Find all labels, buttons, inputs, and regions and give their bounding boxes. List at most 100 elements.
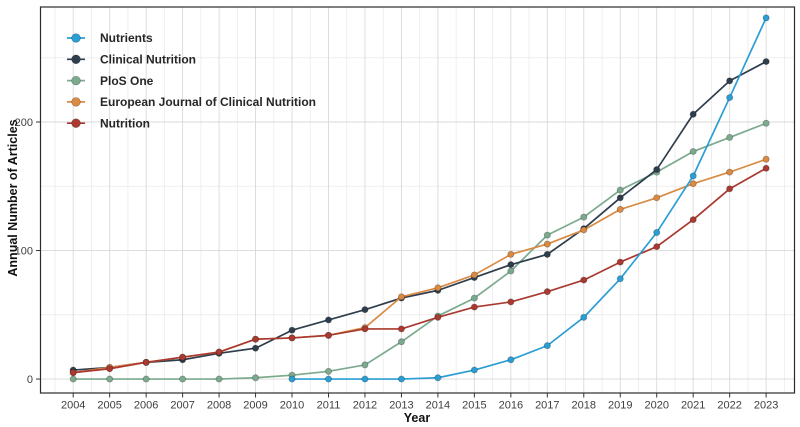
- data-point: [470, 366, 478, 374]
- legend-label: PloS One: [100, 74, 154, 88]
- data-point: [762, 14, 770, 22]
- legend-marker: [71, 33, 81, 43]
- data-point: [361, 375, 369, 383]
- x-tick-label: 2014: [426, 400, 450, 412]
- y-tick-label: 200: [15, 117, 33, 129]
- data-point: [215, 375, 223, 383]
- data-point: [434, 313, 442, 321]
- data-point: [397, 325, 405, 333]
- data-point: [689, 172, 697, 180]
- data-point: [653, 243, 661, 251]
- data-point: [616, 186, 624, 194]
- data-point: [361, 325, 369, 333]
- legend-marker: [71, 54, 81, 65]
- data-point: [397, 293, 405, 301]
- data-point: [179, 375, 187, 383]
- x-axis: 2004 2005 2006 2007 2008 2009 2010 2011 2012 2013…: [61, 393, 778, 412]
- legend-label: Nutrients: [100, 31, 153, 45]
- series-nutrients: [288, 14, 770, 383]
- legend-item-nutrients: Nutrients: [67, 31, 153, 45]
- data-point: [324, 331, 332, 339]
- data-point: [507, 250, 515, 258]
- series-points-nutrients: [288, 14, 770, 383]
- data-point: [397, 375, 405, 383]
- data-point: [543, 288, 551, 296]
- data-point: [726, 133, 734, 141]
- x-tick-label: 2011: [317, 400, 341, 412]
- data-point: [142, 375, 150, 383]
- x-tick-label: 2008: [207, 400, 231, 412]
- data-point: [580, 213, 588, 221]
- data-point: [507, 267, 515, 275]
- data-point: [434, 374, 442, 382]
- x-tick-label: 2005: [97, 400, 121, 412]
- data-point: [69, 375, 77, 383]
- x-tick-label: 2004: [61, 400, 85, 412]
- y-axis-title: Annual Number of Articles: [6, 119, 20, 277]
- data-point: [726, 185, 734, 193]
- data-point: [324, 316, 332, 324]
- data-point: [726, 168, 734, 176]
- data-point: [179, 353, 187, 361]
- data-point: [616, 194, 624, 202]
- series-nutrition: [69, 164, 770, 377]
- x-tick-label: 2006: [134, 400, 158, 412]
- legend-item-nutrition: Nutrition: [67, 116, 150, 130]
- data-point: [762, 119, 770, 127]
- data-point: [106, 365, 114, 373]
- data-point: [543, 250, 551, 258]
- data-point: [762, 164, 770, 172]
- data-point: [762, 155, 770, 163]
- data-point: [142, 358, 150, 366]
- data-point: [580, 226, 588, 234]
- data-point: [726, 94, 734, 102]
- data-point: [543, 342, 551, 350]
- data-point: [288, 334, 296, 342]
- data-point: [106, 375, 114, 383]
- legend-label: Nutrition: [100, 116, 150, 130]
- plot-border: [39, 6, 796, 394]
- data-point: [762, 58, 770, 66]
- data-point: [689, 180, 697, 188]
- x-tick-label: 2023: [754, 400, 778, 412]
- data-point: [324, 375, 332, 383]
- data-point: [580, 276, 588, 284]
- x-tick-label: 2021: [681, 400, 705, 412]
- data-point: [689, 110, 697, 118]
- legend: Nutrients Clinical Nutrition PloS One Europ…: [67, 31, 316, 130]
- legend-marker: [71, 75, 81, 86]
- data-point: [470, 294, 478, 302]
- data-point: [288, 375, 296, 383]
- data-point: [252, 335, 260, 343]
- legend-label: Clinical Nutrition: [100, 53, 196, 67]
- x-tick-label: 2019: [608, 400, 632, 412]
- x-tick-label: 2007: [170, 400, 194, 412]
- data-point: [434, 284, 442, 292]
- x-tick-label: 2020: [644, 400, 668, 412]
- x-tick-label: 2010: [280, 400, 304, 412]
- x-tick-label: 2015: [462, 400, 486, 412]
- legend-item-plos-one: PloS One: [67, 74, 154, 88]
- legend-marker: [71, 118, 81, 128]
- series-line-nutrients: [291, 17, 767, 380]
- legend-marker: [71, 97, 81, 107]
- data-point: [470, 271, 478, 279]
- data-point: [69, 369, 77, 377]
- data-point: [543, 240, 551, 248]
- x-tick-label: 2018: [572, 400, 596, 412]
- x-tick-label: 2016: [499, 400, 523, 412]
- data-point: [507, 261, 515, 269]
- x-tick-label: 2017: [535, 400, 559, 412]
- data-point: [616, 275, 624, 283]
- x-axis-title: Year: [403, 411, 431, 425]
- data-point: [689, 216, 697, 224]
- series-group: [69, 14, 770, 383]
- x-tick-label: 2013: [389, 400, 413, 412]
- y-tick-label: 100: [15, 245, 33, 257]
- y-tick-label: 0: [27, 374, 33, 386]
- legend-item-clinical-nutrition: Clinical Nutrition: [67, 53, 196, 67]
- data-point: [689, 148, 697, 156]
- data-point: [507, 356, 515, 364]
- data-point: [616, 205, 624, 213]
